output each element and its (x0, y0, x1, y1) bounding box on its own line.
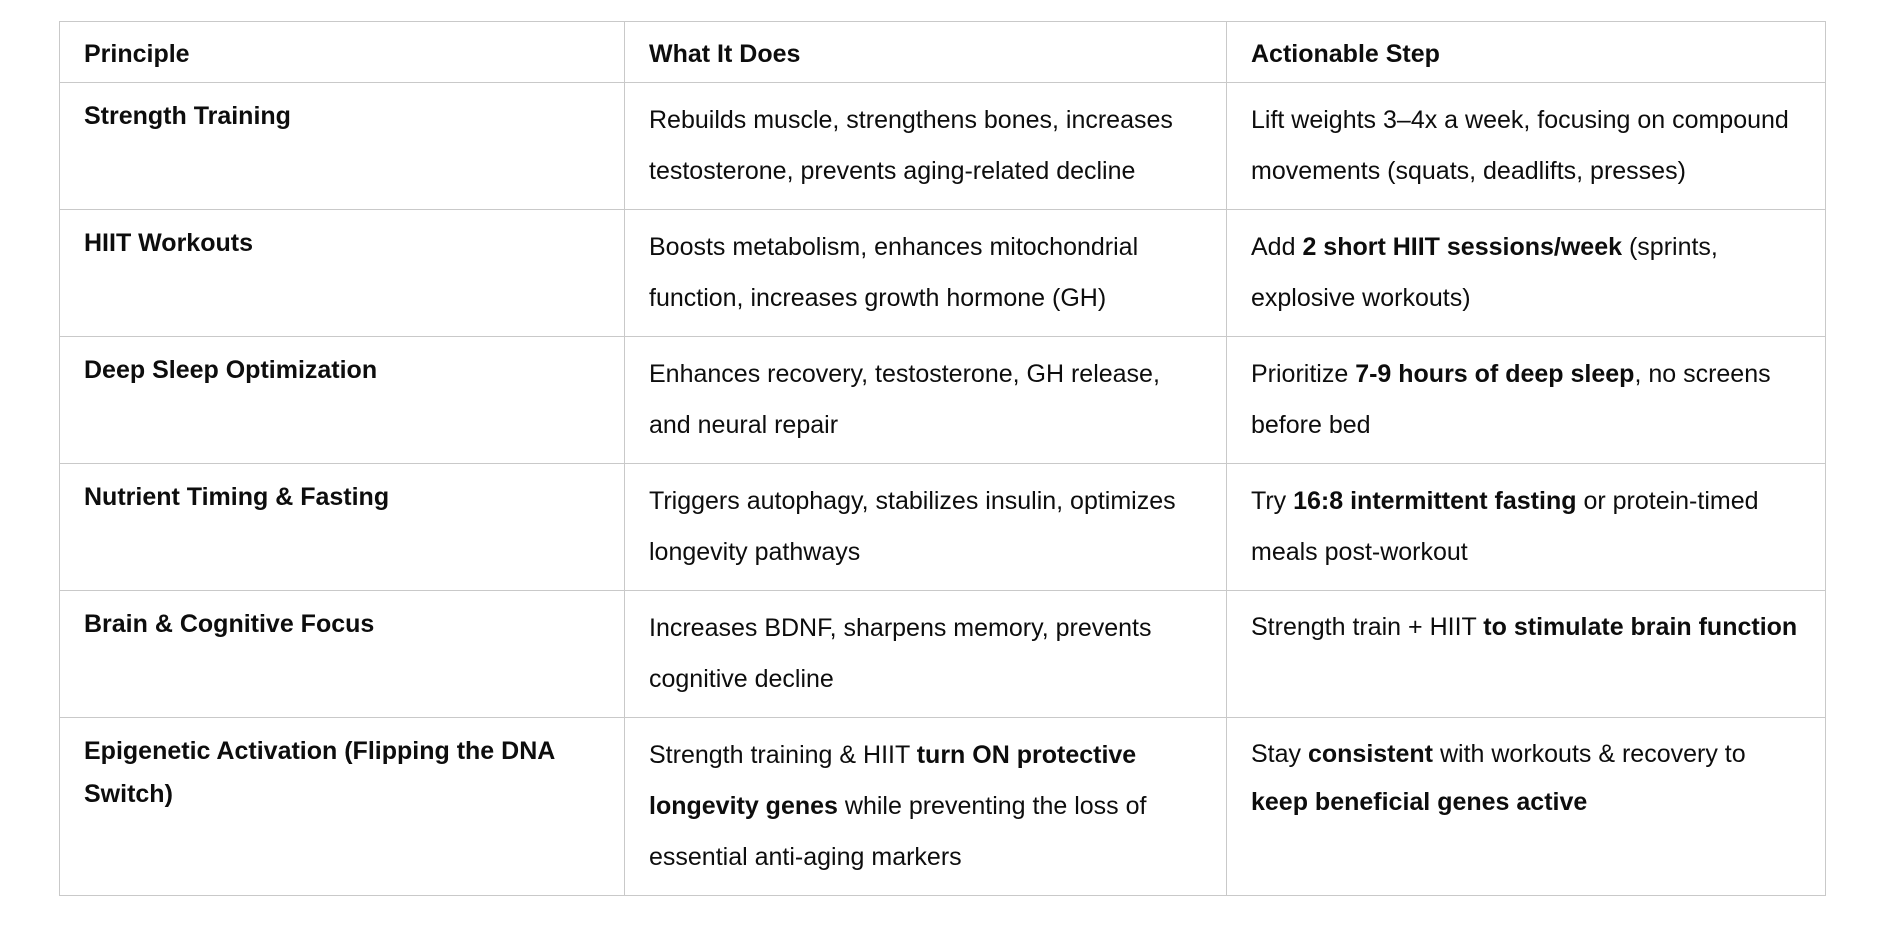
text-run: or protein-timed meals post-workout (1251, 487, 1759, 566)
text-run: Stay (1251, 740, 1308, 768)
cell-actionable-step: Try 16:8 intermittent fasting or protein… (1226, 463, 1826, 591)
text-run: Strength training & HIIT (649, 741, 917, 769)
text-run: (sprints, explosive workouts) (1251, 233, 1718, 312)
table-header: Principle What It Does Actionable Step (59, 21, 1826, 83)
header-actionable-step: Actionable Step (1226, 21, 1826, 83)
text-run: Enhances recovery, testosterone, GH rele… (649, 360, 1160, 439)
cell-actionable-step: Lift weights 3–4x a week, focusing on co… (1226, 82, 1826, 210)
table-row: Deep Sleep Optimization Enhances recover… (59, 336, 1826, 464)
text-run: Try (1251, 487, 1294, 515)
cell-actionable-step: Prioritize 7-9 hours of deep sleep, no s… (1226, 336, 1826, 464)
cell-what-it-does: Enhances recovery, testosterone, GH rele… (624, 336, 1227, 464)
text-run: Strength train + HIIT (1251, 613, 1484, 641)
cell-principle: Strength Training (59, 82, 625, 210)
header-principle: Principle (59, 21, 625, 83)
table-body: Strength Training Rebuilds muscle, stren… (59, 82, 1826, 896)
text-run: with workouts & recovery to (1433, 740, 1746, 768)
cell-principle: HIIT Workouts (59, 209, 625, 337)
bold-text-run: 2 short HIIT sessions/week (1302, 233, 1623, 261)
text-run: Add (1251, 233, 1303, 261)
cell-principle: Brain & Cognitive Focus (59, 590, 625, 718)
cell-principle: Epigenetic Activation (Flipping the DNA … (59, 717, 625, 896)
bold-text-run: keep beneficial genes active (1251, 788, 1588, 816)
bold-text-run: to stimulate brain function (1483, 613, 1798, 641)
cell-what-it-does: Increases BDNF, sharpens memory, prevent… (624, 590, 1227, 718)
cell-principle: Nutrient Timing & Fasting (59, 463, 625, 591)
bold-text-run: turn ON protective longevity genes (649, 741, 1137, 820)
text-run: Prioritize (1251, 360, 1356, 388)
text-run: Triggers autophagy, stabilizes insulin, … (649, 487, 1176, 566)
table-row: Brain & Cognitive Focus Increases BDNF, … (59, 590, 1826, 718)
table-row: Strength Training Rebuilds muscle, stren… (59, 82, 1826, 210)
cell-principle: Deep Sleep Optimization (59, 336, 625, 464)
bold-text-run: 7-9 hours of deep sleep (1355, 360, 1635, 388)
text-run: Boosts metabolism, enhances mitochondria… (649, 233, 1139, 312)
table-row: HIIT Workouts Boosts metabolism, enhance… (59, 209, 1826, 337)
header-what-it-does: What It Does (624, 21, 1227, 83)
text-run: , no screens before bed (1251, 360, 1771, 439)
table-container: Principle What It Does Actionable Step S… (59, 21, 1826, 896)
bold-text-run: 16:8 intermittent fasting (1293, 487, 1577, 515)
cell-actionable-step: Stay consistent with workouts & recovery… (1226, 717, 1826, 896)
cell-what-it-does: Rebuilds muscle, strengthens bones, incr… (624, 82, 1227, 210)
table-row: Nutrient Timing & Fasting Triggers autop… (59, 463, 1826, 591)
header-row: Principle What It Does Actionable Step (59, 21, 1826, 83)
cell-actionable-step: Add 2 short HIIT sessions/week (sprints,… (1226, 209, 1826, 337)
cell-actionable-step: Strength train + HIIT to stimulate brain… (1226, 590, 1826, 718)
cell-what-it-does: Strength training & HIIT turn ON protect… (624, 717, 1227, 896)
table-row: Epigenetic Activation (Flipping the DNA … (59, 717, 1826, 896)
text-run: Rebuilds muscle, strengthens bones, incr… (649, 106, 1173, 185)
cell-what-it-does: Boosts metabolism, enhances mitochondria… (624, 209, 1227, 337)
bold-text-run: consistent (1307, 740, 1434, 768)
text-run: Lift weights 3–4x a week, focusing on co… (1251, 106, 1789, 185)
text-run: while preventing the loss of essential a… (649, 792, 1147, 871)
cell-what-it-does: Triggers autophagy, stabilizes insulin, … (624, 463, 1227, 591)
text-run: Increases BDNF, sharpens memory, prevent… (649, 614, 1152, 693)
longevity-principles-table: Principle What It Does Actionable Step S… (59, 21, 1826, 896)
